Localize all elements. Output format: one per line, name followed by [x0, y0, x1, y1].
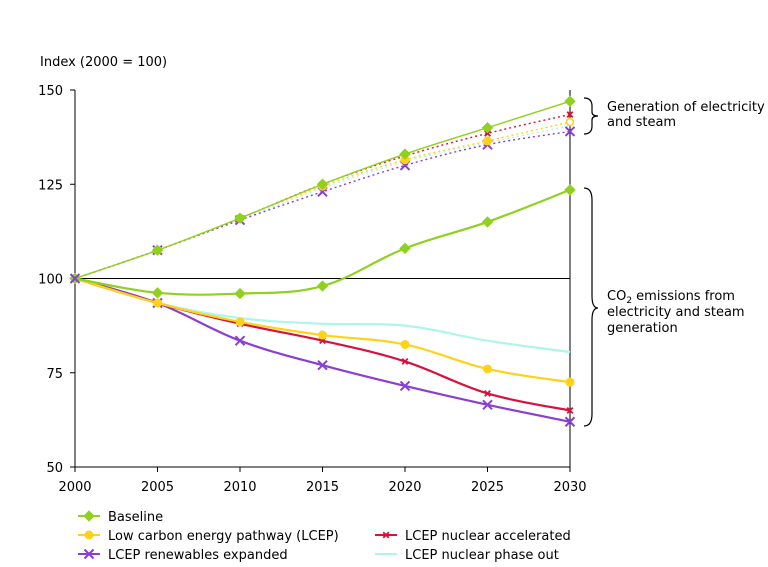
generation-point-lcep-nuclear-accelerated	[566, 111, 574, 118]
emissions-point-low-carbon-energy-pathway-lcep	[318, 330, 327, 340]
generation-point-baseline	[234, 212, 246, 224]
legend-label-lcep-renewables-expanded: LCEP renewables expanded	[108, 548, 288, 563]
emissions-point-lcep-nuclear-accelerated	[484, 390, 491, 397]
generation-point-baseline	[151, 244, 164, 256]
emissions-point-low-carbon-energy-pathway-lcep	[400, 339, 410, 349]
emissions-point-baseline	[151, 287, 164, 299]
y-tick-label: 75	[46, 367, 63, 382]
generation-point-lcep-renewables-expanded	[564, 126, 576, 137]
emissions-point-baseline	[234, 287, 246, 300]
legend-marker-baseline	[83, 510, 95, 522]
x-tick-label: 2010	[223, 480, 256, 495]
emissions-point-lcep-renewables-expanded	[564, 416, 576, 427]
x-tick-label: 2015	[306, 480, 339, 495]
emissions-point-low-carbon-energy-pathway-lcep	[483, 364, 492, 374]
emissions-point-lcep-nuclear-accelerated	[401, 358, 409, 365]
emissions-point-baseline	[399, 242, 411, 255]
emissions-label-line-1: CO2 emissions from	[607, 289, 735, 306]
y-axis-label: Index (2000 = 100)	[40, 55, 167, 70]
emissions-point-lcep-nuclear-accelerated	[566, 407, 574, 414]
emissions-point-low-carbon-energy-pathway-lcep	[565, 377, 575, 387]
generation-point-baseline	[564, 95, 576, 108]
x-ticks: 2000 2005 2010 2015 2020 2025 2030	[58, 467, 587, 495]
emissions-point-lcep-renewables-expanded	[399, 380, 411, 392]
y-ticks: 50 75 100 125 150	[38, 84, 75, 476]
origin-point-renewables	[69, 273, 81, 284]
emissions-point-lcep-renewables-expanded	[482, 399, 493, 411]
legend: Baseline Low carbon energy pathway (LCEP)…	[78, 510, 571, 563]
x-tick-label: 2030	[553, 480, 586, 495]
x-tick-label: 2005	[141, 480, 174, 495]
co2-main: CO	[607, 289, 626, 304]
emissions-label-rest: emissions from	[632, 289, 735, 304]
legend-label-lcep-nuclear-accelerated: LCEP nuclear accelerated	[405, 529, 571, 544]
y-tick-label: 100	[38, 273, 63, 288]
emissions-point-low-carbon-energy-pathway-lcep	[235, 317, 245, 327]
legend-label-lcep-nuclear-phase-out: LCEP nuclear phase out	[405, 548, 559, 563]
emissions-point-lcep-renewables-expanded	[317, 360, 328, 371]
y-tick-label: 50	[46, 461, 63, 476]
emissions-label-line-2: electricity and steam	[607, 305, 745, 320]
emissions-point-baseline	[564, 184, 576, 196]
emissions-label-line-3: generation	[607, 321, 678, 336]
generation-line-low-carbon-energy-pathway-lcep	[74, 121, 571, 280]
emissions-point-lcep-renewables-expanded	[234, 335, 246, 346]
generation-point-baseline	[399, 148, 411, 160]
generation-point-low-carbon-energy-pathway-lcep	[565, 117, 575, 127]
co2-subscript: 2	[626, 296, 632, 306]
x-tick-label: 2020	[388, 480, 421, 495]
x-tick-label: 2025	[471, 480, 504, 495]
x-tick-label: 2000	[58, 480, 91, 495]
series-layer	[69, 95, 576, 427]
legend-marker-lcep-renewables-expanded	[83, 548, 95, 560]
generation-label-line-2: and steam	[607, 115, 676, 130]
legend-label-low-carbon-energy-pathway-lcep: Low carbon energy pathway (LCEP)	[108, 529, 339, 544]
generation-line-lcep-renewables-expanded	[74, 130, 571, 280]
generation-bracket	[583, 97, 599, 135]
axes	[74, 90, 571, 468]
y-tick-label: 150	[38, 84, 63, 99]
generation-label-line-1: Generation of electricity	[607, 100, 765, 115]
legend-marker-low-carbon-energy-pathway-lcep	[84, 530, 94, 540]
emissions-point-baseline	[316, 280, 329, 292]
emissions-point-baseline	[481, 216, 494, 228]
legend-marker-lcep-nuclear-accelerated	[382, 531, 390, 539]
emissions-bracket	[583, 187, 599, 427]
generation-line-lcep-nuclear-phase-out	[74, 125, 571, 280]
legend-label-baseline: Baseline	[108, 510, 163, 525]
group-brackets	[583, 97, 599, 427]
emissions-point-low-carbon-energy-pathway-lcep	[153, 298, 162, 308]
generation-point-baseline	[316, 178, 329, 190]
generation-point-baseline	[481, 121, 494, 134]
generation-point-low-carbon-energy-pathway-lcep	[483, 136, 492, 146]
emissions-line-lcep-nuclear-accelerated	[74, 277, 571, 412]
y-tick-label: 125	[38, 178, 63, 193]
